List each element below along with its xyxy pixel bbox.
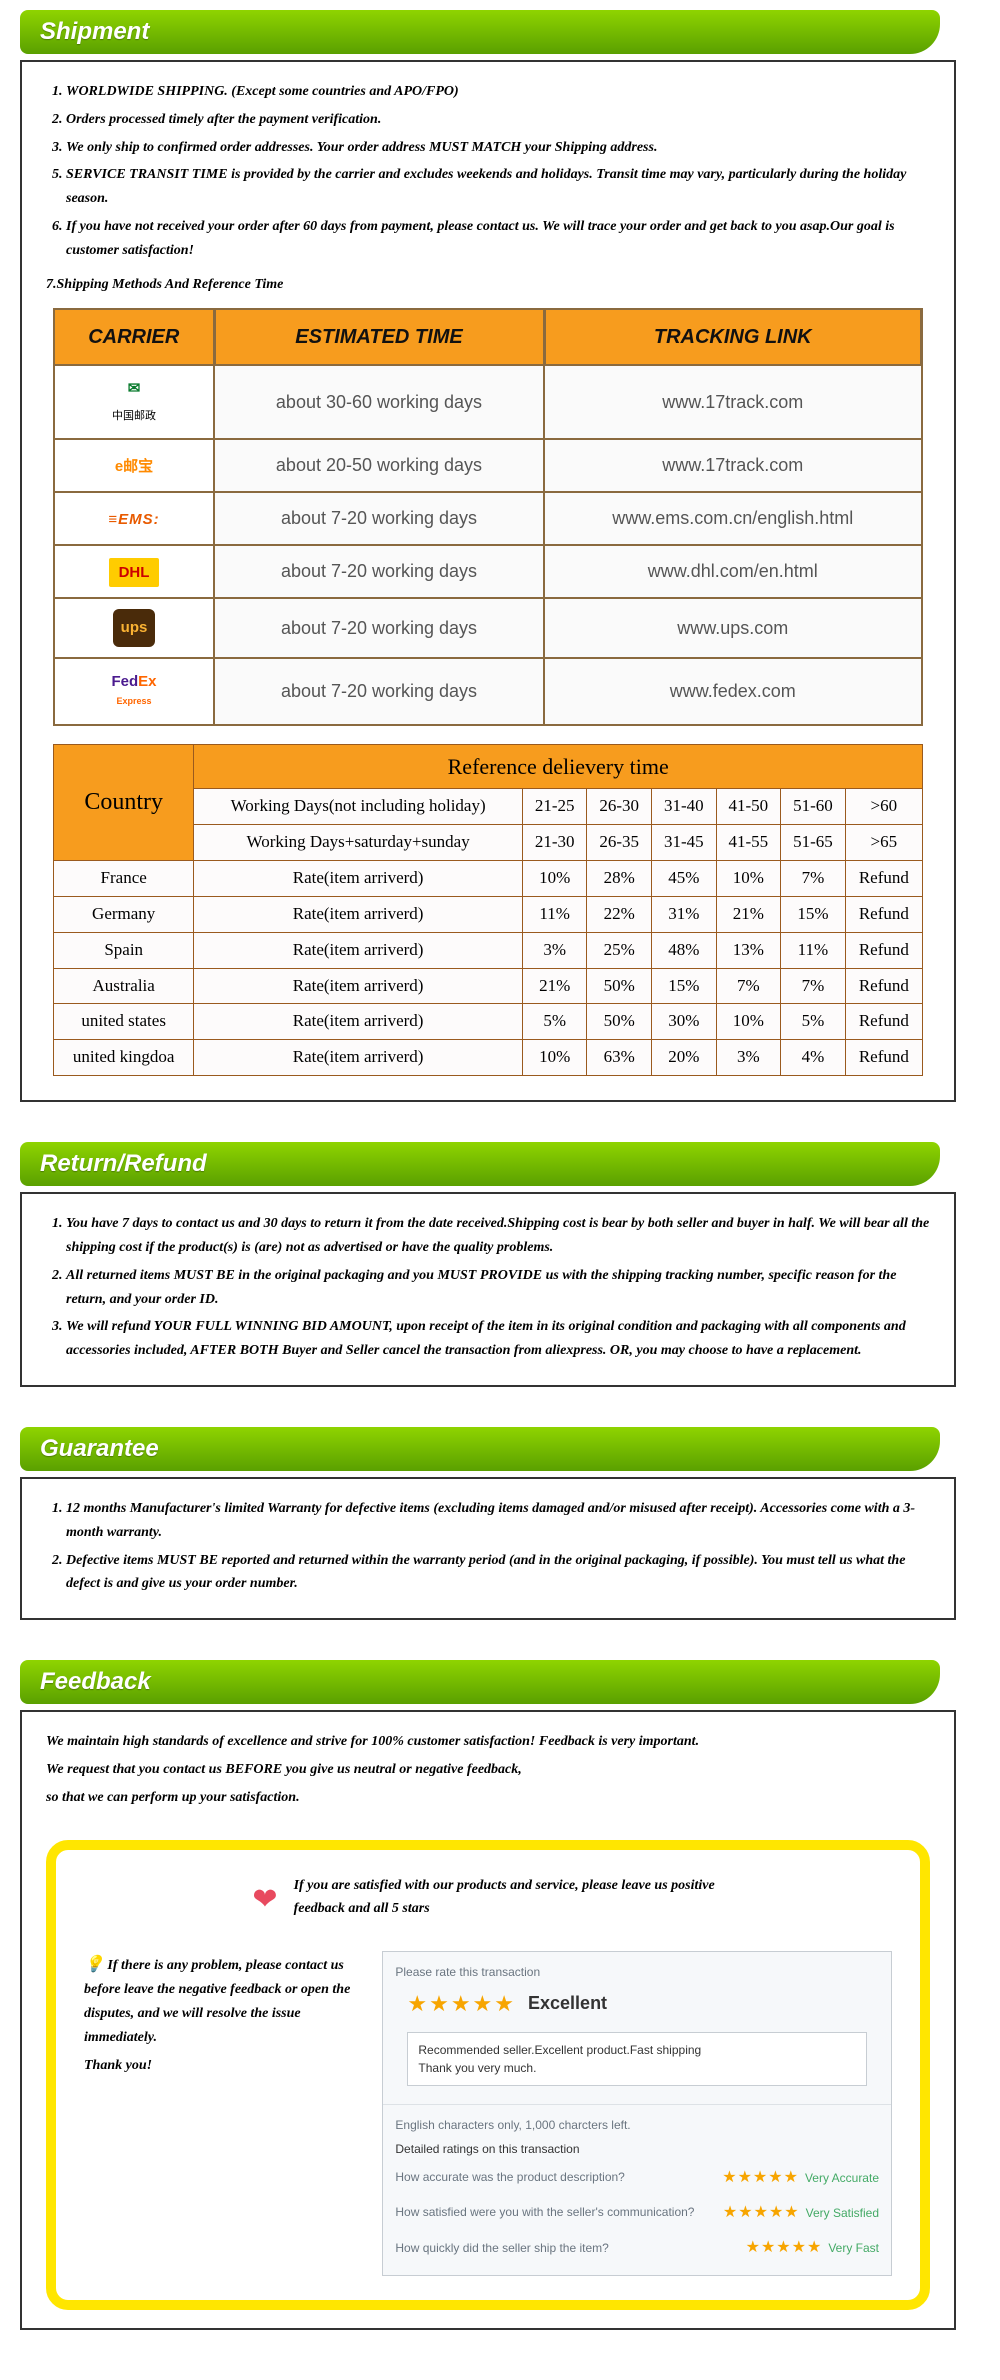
fdx-link: www.fedex.com: [544, 658, 922, 725]
ship-item-1: WORLDWIDE SHIPPING. (Except some countri…: [66, 80, 930, 104]
ship-item-5: SERVICE TRANSIT TIME is provided by the …: [66, 163, 930, 211]
guarantee-header: Guarantee: [20, 1427, 940, 1471]
feedback-header: Feedback: [20, 1660, 940, 1704]
ems-link: www.ems.com.cn/english.html: [544, 492, 922, 545]
cp-link: www.17track.com: [544, 365, 922, 439]
rc-big-stars-icon: ★★★★★: [407, 1985, 516, 2022]
fb-intro-2: We request that you contact us BEFORE yo…: [46, 1758, 930, 1782]
shipment-content: WORLDWIDE SHIPPING. (Except some countri…: [20, 60, 956, 1102]
bulb-icon: 💡: [84, 1956, 104, 1973]
ups-link: www.ups.com: [544, 598, 922, 658]
fb-intro-3: so that we can perform up your satisfact…: [46, 1786, 930, 1810]
shipment-list: WORLDWIDE SHIPPING. (Except some countri…: [46, 80, 930, 263]
fedex-logo-icon: FedExExpress: [111, 669, 156, 710]
deliv-wd-label: Working Days(not including holiday): [194, 789, 523, 825]
ret-item-3: We will refund YOUR FULL WINNING BID AMO…: [66, 1315, 930, 1363]
fb-problem-text: 💡 If there is any problem, please contac…: [84, 1951, 358, 2050]
eyb-link: www.17track.com: [544, 439, 922, 492]
gua-item-1: 12 months Manufacturer's limited Warrant…: [66, 1497, 930, 1545]
dhl-time: about 7-20 working days: [214, 545, 544, 599]
carrier-th-time: ESTIMATED TIME: [214, 309, 544, 365]
fdx-time: about 7-20 working days: [214, 658, 544, 725]
deliv-row-spain: SpainRate(item arriverd)3%25%48%13%11%Re…: [54, 932, 923, 968]
eyoubao-logo-icon: e邮宝: [115, 454, 153, 480]
ship-item-6: If you have not received your order afte…: [66, 215, 930, 263]
deliv-row-france: FranceRate(item arriverd)10%28%45%10%7%R…: [54, 860, 923, 896]
rc-row-ship: How quickly did the seller ship the item…: [395, 2230, 879, 2265]
guarantee-section: Guarantee 12 months Manufacturer's limit…: [20, 1427, 980, 1620]
deliv-row-australia: AustraliaRate(item arriverd)21%50%15%7%7…: [54, 968, 923, 1004]
eyb-time: about 20-50 working days: [214, 439, 544, 492]
ups-time: about 7-20 working days: [214, 598, 544, 658]
rc-row-comm: How satisfied were you with the seller's…: [395, 2195, 879, 2230]
return-content: You have 7 days to contact us and 30 day…: [20, 1192, 956, 1387]
gua-item-2: Defective items MUST BE reported and ret…: [66, 1549, 930, 1597]
rating-card: Please rate this transaction ★★★★★ Excel…: [382, 1951, 892, 2276]
carrier-row-fedex: FedExExpress about 7-20 working days www…: [54, 658, 922, 725]
carrier-row-eyoubao: e邮宝 about 20-50 working days www.17track…: [54, 439, 922, 492]
rc-comment: Recommended seller.Excellent product.Fas…: [407, 2032, 867, 2086]
star-icon: ★★★★★: [746, 2239, 823, 2256]
heart-icon: ❤: [252, 1874, 277, 1925]
ship-item-2: Orders processed timely after the paymen…: [66, 108, 930, 132]
ups-logo-icon: ups: [113, 609, 156, 647]
deliv-country-hd: Country: [54, 744, 194, 860]
deliv-ws-label: Working Days+saturday+sunday: [194, 825, 523, 861]
carrier-th-carrier: CARRIER: [54, 309, 214, 365]
feedback-section: Feedback We maintain high standards of e…: [20, 1660, 980, 2330]
carrier-row-ems: ≡EMS: about 7-20 working days www.ems.co…: [54, 492, 922, 545]
rc-row-accuracy: How accurate was the product description…: [395, 2160, 879, 2195]
rc-please: Please rate this transaction: [395, 1962, 879, 1982]
star-icon: ★★★★★: [722, 2169, 799, 2186]
feedback-yellow-box: ❤ If you are satisfied with our products…: [46, 1840, 930, 2311]
feedback-content: We maintain high standards of excellence…: [20, 1710, 956, 2330]
return-header: Return/Refund: [20, 1142, 940, 1186]
fb-thank: Thank you!: [84, 2054, 358, 2078]
fb-intro-1: We maintain high standards of excellence…: [46, 1730, 930, 1754]
guarantee-content: 12 months Manufacturer's limited Warrant…: [20, 1477, 956, 1620]
rc-detailed: Detailed ratings on this transaction: [395, 2139, 879, 2159]
chinapost-logo-icon: ✉中国邮政: [112, 376, 156, 427]
ems-time: about 7-20 working days: [214, 492, 544, 545]
shipment-header: Shipment: [20, 10, 940, 54]
ret-item-2: All returned items MUST BE in the origin…: [66, 1264, 930, 1312]
rc-chars: English characters only, 1,000 charcters…: [395, 2115, 879, 2135]
carrier-row-chinapost: ✉中国邮政 about 30-60 working days www.17tra…: [54, 365, 922, 439]
deliv-row-us: united statesRate(item arriverd)5%50%30%…: [54, 1004, 923, 1040]
rc-excellent: Excellent: [528, 1988, 607, 2019]
ship-item-7: 7.Shipping Methods And Reference Time: [46, 273, 930, 297]
fb-positive-text: If you are satisfied with our products a…: [294, 1874, 724, 1922]
shipment-section: Shipment WORLDWIDE SHIPPING. (Except som…: [20, 10, 980, 1102]
ems-logo-icon: ≡EMS:: [108, 507, 159, 533]
carrier-row-ups: ups about 7-20 working days www.ups.com: [54, 598, 922, 658]
delivery-table: Country Reference delievery time Working…: [53, 744, 923, 1077]
carrier-th-link: TRACKING LINK: [544, 309, 922, 365]
ret-item-1: You have 7 days to contact us and 30 day…: [66, 1212, 930, 1260]
carrier-table: CARRIER ESTIMATED TIME TRACKING LINK ✉中国…: [53, 308, 923, 725]
carrier-row-dhl: DHL about 7-20 working days www.dhl.com/…: [54, 545, 922, 599]
deliv-row-germany: GermanyRate(item arriverd)11%22%31%21%15…: [54, 896, 923, 932]
dhl-link: www.dhl.com/en.html: [544, 545, 922, 599]
deliv-title: Reference delievery time: [194, 744, 923, 788]
cp-time: about 30-60 working days: [214, 365, 544, 439]
deliv-row-uk: united kingdoaRate(item arriverd)10%63%2…: [54, 1040, 923, 1076]
ship-item-3: We only ship to confirmed order addresse…: [66, 136, 930, 160]
return-section: Return/Refund You have 7 days to contact…: [20, 1142, 980, 1387]
dhl-logo-icon: DHL: [109, 558, 160, 588]
star-icon: ★★★★★: [723, 2204, 800, 2221]
